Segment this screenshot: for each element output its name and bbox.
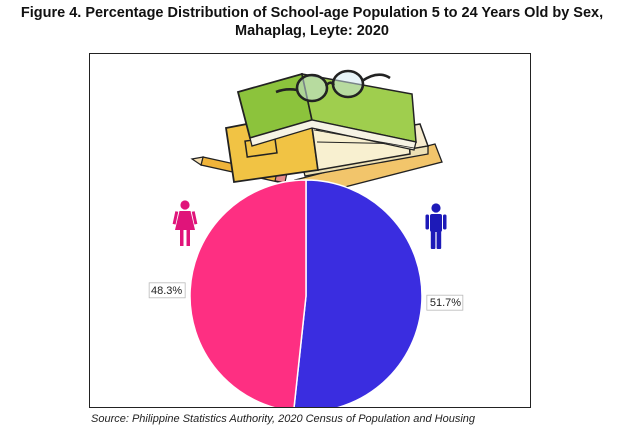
pie-slice-1 (189, 179, 307, 407)
figure-title: Figure 4. Percentage Distribution of Sch… (0, 4, 624, 40)
pie-slices (189, 179, 423, 407)
books-illustration (190, 69, 443, 199)
glasses-icon (275, 69, 391, 103)
male-person-icon (425, 203, 447, 249)
figure-title-line-1: Figure 4. Percentage Distribution of Sch… (20, 5, 604, 21)
female-person-icon (172, 200, 198, 246)
pie-labels: 51.7% 48.3% (148, 282, 464, 311)
data-label-text-0: 51.7% (430, 297, 461, 309)
pie-chart: 51.7% 48.3% (148, 69, 464, 407)
data-label-box-1 (148, 282, 186, 299)
data-label-1: 48.3% (148, 282, 186, 299)
source-note: Source: Philippine Statistics Authority,… (91, 413, 476, 425)
data-label-box-0 (426, 294, 464, 311)
figure-title-line-2: Mahaplag, Leyte: 2020 (235, 23, 389, 39)
data-label-0: 51.7% (426, 294, 464, 311)
pie-slice-0 (293, 179, 423, 407)
data-label-text-1: 48.3% (151, 285, 182, 297)
chart-frame: 51.7% 48.3% (89, 53, 531, 408)
